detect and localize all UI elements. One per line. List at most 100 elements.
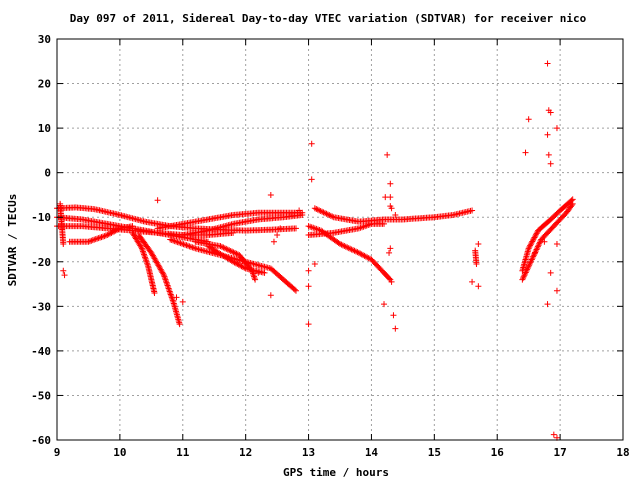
data-point bbox=[292, 225, 299, 232]
data-point bbox=[338, 241, 345, 248]
data-point bbox=[553, 125, 560, 132]
data-point bbox=[320, 209, 327, 216]
data-point bbox=[60, 240, 67, 247]
data-point bbox=[526, 262, 533, 269]
data-point bbox=[355, 249, 362, 256]
data-point bbox=[528, 257, 535, 264]
data-point bbox=[544, 301, 551, 308]
data-point bbox=[533, 246, 540, 253]
data-point bbox=[317, 208, 324, 215]
data-point bbox=[164, 281, 171, 288]
data-point bbox=[387, 194, 394, 201]
data-point bbox=[162, 276, 169, 283]
data-point bbox=[305, 267, 312, 274]
data-point bbox=[360, 252, 367, 259]
data-point bbox=[326, 212, 333, 219]
data-point bbox=[173, 238, 180, 245]
data-point bbox=[381, 301, 388, 308]
data-point bbox=[112, 227, 119, 234]
data-point bbox=[176, 239, 183, 246]
data-point bbox=[527, 241, 534, 248]
data-point bbox=[531, 249, 538, 256]
data-point bbox=[347, 245, 354, 252]
data-point bbox=[138, 245, 145, 252]
data-point bbox=[217, 243, 224, 250]
data-point bbox=[274, 232, 281, 239]
x-tick-label: 11 bbox=[176, 446, 190, 459]
data-point bbox=[386, 275, 393, 282]
data-point bbox=[154, 197, 161, 204]
data-point bbox=[291, 286, 298, 293]
data-point bbox=[529, 255, 536, 262]
data-point bbox=[142, 255, 149, 262]
y-tick-label: 30 bbox=[38, 33, 51, 46]
data-point bbox=[534, 245, 541, 252]
data-point bbox=[529, 238, 536, 245]
data-point bbox=[473, 261, 480, 268]
data-point bbox=[354, 249, 361, 256]
data-point bbox=[544, 60, 551, 67]
data-point bbox=[160, 270, 167, 277]
data-point bbox=[143, 257, 150, 264]
data-point bbox=[169, 295, 176, 302]
data-point bbox=[60, 267, 67, 274]
data-point bbox=[568, 202, 575, 209]
data-point bbox=[179, 298, 186, 305]
data-point bbox=[252, 276, 259, 283]
data-point bbox=[352, 248, 359, 255]
x-tick-label: 10 bbox=[113, 446, 126, 459]
data-point bbox=[161, 275, 168, 282]
data-point bbox=[524, 265, 531, 272]
data-point bbox=[144, 260, 151, 267]
data-point bbox=[101, 233, 108, 240]
data-point bbox=[324, 211, 331, 218]
data-point bbox=[536, 240, 543, 247]
data-point bbox=[224, 246, 231, 253]
data-point bbox=[168, 237, 175, 244]
x-tick-label: 13 bbox=[302, 446, 315, 459]
data-point bbox=[140, 251, 147, 258]
data-point bbox=[109, 229, 116, 236]
data-point bbox=[526, 244, 533, 251]
data-point bbox=[532, 231, 539, 238]
x-tick-label: 9 bbox=[54, 446, 61, 459]
data-point bbox=[527, 259, 534, 266]
data-point bbox=[316, 207, 323, 214]
data-point bbox=[190, 244, 197, 251]
data-point bbox=[94, 235, 101, 242]
data-point bbox=[105, 231, 112, 238]
data-point bbox=[358, 251, 365, 258]
y-tick-label: 0 bbox=[44, 167, 51, 180]
data-point bbox=[99, 233, 106, 240]
data-point bbox=[251, 273, 258, 280]
data-point bbox=[88, 237, 95, 244]
data-point bbox=[170, 237, 177, 244]
data-point bbox=[475, 283, 482, 290]
data-point bbox=[531, 234, 538, 241]
data-point bbox=[530, 237, 537, 244]
x-axis-label: GPS time / hours bbox=[283, 466, 389, 479]
data-point bbox=[520, 275, 527, 282]
axis-ticks: 9 10 11 12 13 14 15 16 17 18 30 20 10 0 -10 -20 -30 -40 -5… bbox=[31, 33, 630, 459]
data-point bbox=[181, 241, 188, 248]
data-point bbox=[530, 253, 537, 260]
data-point bbox=[230, 229, 237, 236]
data-point bbox=[535, 242, 542, 249]
data-point bbox=[92, 236, 99, 243]
data-point bbox=[311, 261, 318, 268]
data-point bbox=[143, 258, 150, 265]
data-point bbox=[233, 250, 240, 257]
data-point bbox=[232, 260, 239, 267]
data-point bbox=[218, 243, 225, 250]
data-point bbox=[525, 263, 532, 270]
data-point bbox=[364, 254, 371, 261]
data-point bbox=[469, 278, 476, 285]
y-tick-label: 10 bbox=[38, 122, 51, 135]
y-axis-label: SDTVAR / TECUs bbox=[6, 194, 19, 287]
data-point bbox=[229, 248, 236, 255]
data-point bbox=[528, 239, 535, 246]
data-points bbox=[54, 60, 576, 441]
x-tick-label: 17 bbox=[553, 446, 566, 459]
data-point bbox=[533, 230, 540, 237]
